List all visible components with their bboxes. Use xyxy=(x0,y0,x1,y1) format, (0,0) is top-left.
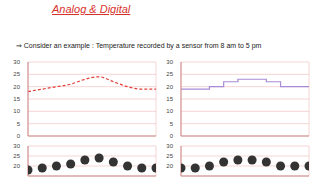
svg-text:20: 20 xyxy=(13,84,20,90)
svg-text:25: 25 xyxy=(166,71,173,77)
svg-text:0: 0 xyxy=(170,133,174,138)
svg-text:0: 0 xyxy=(17,133,21,138)
svg-text:20: 20 xyxy=(166,84,173,90)
svg-text:25: 25 xyxy=(13,71,20,77)
svg-text:5: 5 xyxy=(170,121,174,127)
svg-text:20: 20 xyxy=(166,163,173,169)
svg-text:15: 15 xyxy=(13,96,20,102)
svg-text:30: 30 xyxy=(166,59,173,65)
svg-text:30: 30 xyxy=(13,59,20,65)
svg-text:30: 30 xyxy=(166,143,173,149)
svg-text:5: 5 xyxy=(17,121,21,127)
svg-text:10: 10 xyxy=(166,108,173,114)
svg-text:15: 15 xyxy=(166,96,173,102)
svg-text:30: 30 xyxy=(13,143,20,149)
svg-text:25: 25 xyxy=(13,153,20,159)
html-text:⇒ Consider an example : Temper: ⇒ Consider an example : Temperature reco… xyxy=(16,42,262,49)
svg-text:10: 10 xyxy=(13,108,20,114)
html-text:Analog & Digital: Analog & Digital xyxy=(52,3,131,15)
svg-text:25: 25 xyxy=(166,153,173,159)
svg-text:20: 20 xyxy=(13,163,20,169)
